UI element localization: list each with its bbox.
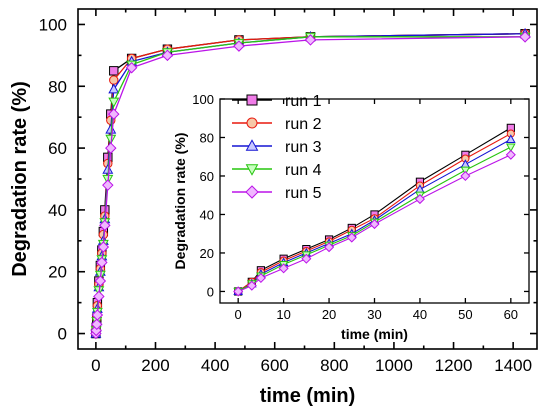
data-point	[369, 219, 380, 230]
x-tick-label: 0	[235, 307, 242, 322]
x-tick-label: 200	[141, 356, 169, 375]
x-tick-label: 40	[413, 307, 427, 322]
data-point	[108, 97, 120, 108]
data-point	[278, 263, 289, 274]
legend-marker	[245, 139, 259, 151]
main-plot: 0 200 400 600 800 1000 1200 1400020406080100tim…	[9, 8, 538, 407]
data-point	[505, 149, 516, 160]
y-tick-label: 100	[192, 92, 214, 107]
plot-frame	[219, 98, 530, 304]
series-run-5	[233, 149, 516, 297]
series-run-5	[90, 31, 531, 340]
data-point	[105, 134, 117, 145]
inset-plot: 0 10 20 30 40 50 60 0 20 40 60 80 100 time (min) Degra…	[172, 92, 530, 342]
data-point	[108, 108, 120, 120]
y-tick-label: 100	[39, 15, 67, 34]
x-tick-label: 60	[504, 307, 518, 322]
data-point	[91, 309, 104, 321]
x-axis-title: time (min)	[260, 385, 356, 407]
x-tick-label: 1200	[435, 356, 473, 375]
x-tick-label: 20	[322, 307, 336, 322]
legend-marker	[245, 164, 259, 176]
data-point	[460, 166, 471, 176]
y-tick-label: 80	[48, 77, 67, 96]
y-tick-label: 20	[48, 263, 67, 282]
x-tick-label: 30	[367, 307, 381, 322]
data-point	[94, 275, 107, 287]
data-point	[109, 66, 119, 76]
data-point	[301, 253, 312, 264]
y-tick-label: 60	[200, 169, 214, 184]
legend-entry-run-2: run 2	[232, 116, 322, 133]
legend-label: run 3	[285, 139, 322, 156]
data-point	[519, 31, 531, 43]
legend-entry-run-5: run 5	[232, 185, 322, 202]
data-point	[246, 280, 257, 291]
legend-entry-run-1: run 1	[232, 93, 322, 110]
y-tick-label: 60	[48, 139, 67, 158]
x-tick-label: 10	[276, 307, 290, 322]
data-point	[233, 286, 244, 297]
data-point	[414, 194, 425, 205]
legend-entry-run-4: run 4	[232, 162, 322, 179]
y-axis-title: Degradation rate (%)	[9, 81, 31, 277]
data-point	[255, 272, 266, 284]
data-point	[90, 324, 102, 337]
data-point	[93, 290, 105, 303]
data-point	[324, 242, 335, 253]
y-tick-label: 40	[200, 207, 214, 222]
y-tick-label: 20	[200, 246, 214, 261]
y-tick-label: 80	[200, 130, 214, 145]
data-point	[125, 61, 138, 74]
legend-marker	[246, 94, 258, 106]
data-point	[109, 75, 119, 85]
x-tick-label: 1400	[494, 356, 532, 375]
data-point	[506, 143, 516, 153]
y-tick-label: 0	[58, 325, 67, 344]
data-point	[108, 83, 120, 94]
data-point	[233, 40, 245, 52]
x-axis-title: time (min)	[341, 326, 408, 342]
data-point	[96, 256, 108, 269]
y-tick-label: 0	[207, 284, 214, 299]
data-point	[105, 142, 117, 154]
data-point	[97, 241, 110, 253]
data-point	[506, 134, 516, 143]
y-axis-title: Degradation rate (%)	[172, 133, 188, 270]
data-point	[304, 34, 317, 46]
x-tick-label: 0	[91, 356, 100, 375]
x-tick-label: 50	[458, 307, 472, 322]
legend-label: run 1	[285, 93, 322, 110]
data-point	[460, 170, 471, 182]
data-point	[99, 219, 111, 232]
x-tick-label: 600	[261, 356, 289, 375]
data-point	[102, 179, 114, 191]
legend-entry-run-3: run 3	[232, 139, 322, 156]
data-point	[161, 49, 174, 62]
legend-marker	[245, 185, 259, 199]
x-tick-label: 800	[320, 356, 348, 375]
legend-label: run 4	[285, 162, 322, 179]
legend: run 1 run 2 run 3 run 4 run 5	[232, 93, 322, 202]
legend-label: run 5	[285, 185, 322, 202]
data-point	[346, 232, 357, 243]
y-tick-label: 40	[48, 201, 67, 220]
legend-marker	[246, 117, 258, 129]
legend-label: run 2	[285, 116, 322, 133]
x-tick-label: 400	[201, 356, 229, 375]
data-point	[91, 318, 103, 331]
x-tick-label: 1000	[375, 356, 413, 375]
